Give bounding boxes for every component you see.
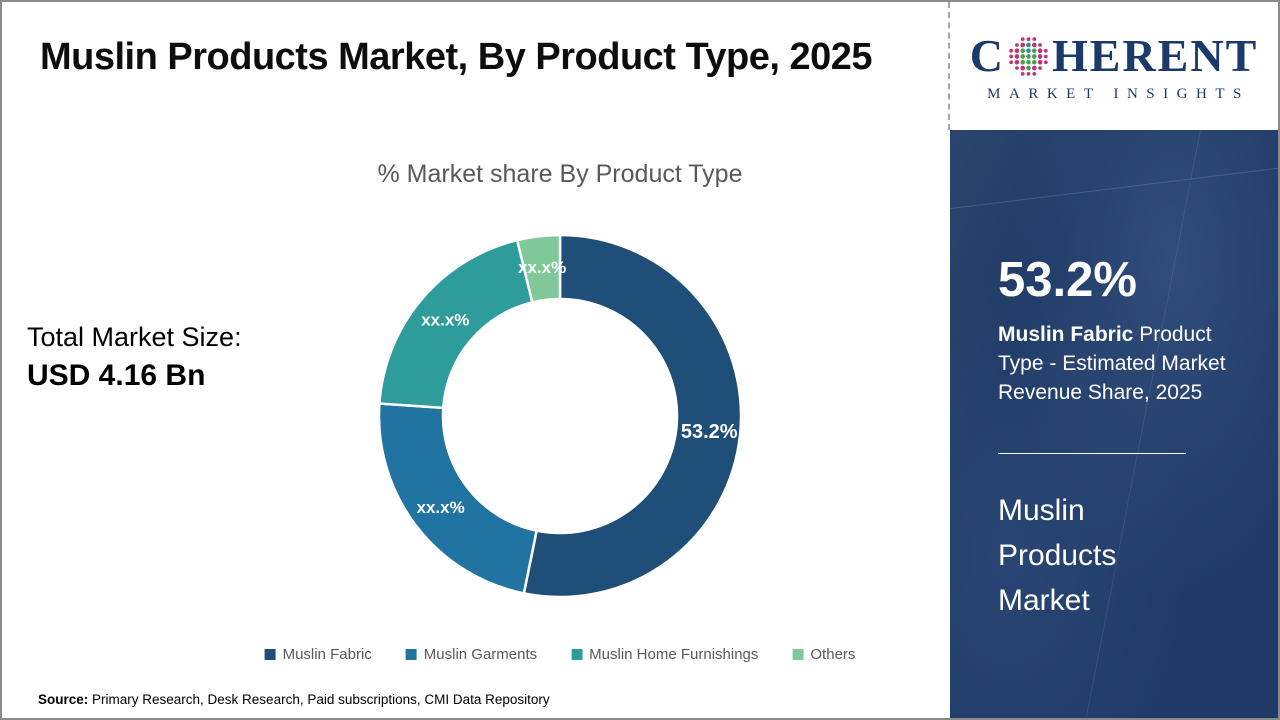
logo-text-herent: HERENT [1051,30,1259,81]
donut-chart: 53.2% xx.x% xx.x% xx.x% [377,233,743,599]
source-text: Primary Research, Desk Research, Paid su… [88,692,550,707]
legend-item-muslin-home-furnishings: Muslin Home Furnishings [571,646,758,663]
legend-label: Muslin Fabric [282,646,372,663]
page-title: Muslin Products Market, By Product Type,… [40,36,873,78]
source-note: Source: Primary Research, Desk Research,… [38,692,550,707]
legend-swatch [792,649,804,660]
donut-label: xx.x% [416,498,464,517]
legend-item-others: Others [792,646,855,663]
chart-title: % Market share By Product Type [377,160,743,188]
main-panel: Muslin Products Market, By Product Type,… [2,2,950,718]
legend-swatch [264,649,276,660]
sidebar: 53.2% Muslin Fabric Product Type - Estim… [950,130,1278,718]
legend-label: Muslin Garments [423,646,538,663]
legend-label: Muslin Home Furnishings [589,646,759,663]
donut-label: 53.2% [681,421,738,443]
total-market-size-label: Total Market Size: [27,322,242,352]
logo-subtitle: MARKET INSIGHTS [987,86,1250,102]
globe-icon [1009,36,1048,76]
map-texture-line [950,160,1278,217]
legend-label: Others [810,646,856,663]
logo: C HERENT [970,33,1259,79]
total-market-size: Total Market Size: USD 4.16 Bn [27,322,242,393]
stat-value: 53.2% [998,253,1137,307]
stat-description-bold: Muslin Fabric [998,323,1134,346]
stat-description: Muslin Fabric Product Type - Estimated M… [998,320,1242,407]
divider-line [998,453,1186,454]
legend-item-muslin-garments: Muslin Garments [405,646,538,663]
total-market-size-value: USD 4.16 Bn [27,359,206,392]
legend-swatch [571,649,583,660]
source-label: Source: [38,692,89,707]
legend-item-muslin-fabric: Muslin Fabric [264,646,372,663]
donut-segment-muslin-garments [377,402,538,595]
chart-legend: Muslin Fabric Muslin Garments Muslin Home … [264,646,855,663]
legend-swatch [405,649,417,660]
donut-label: xx.x% [518,258,566,277]
donut-segment-others [515,233,562,304]
stat-description-rest: Product Type - Estimated Market Revenue … [998,323,1226,404]
dashed-separator [948,2,950,130]
donut-segment-muslin-fabric [522,233,743,599]
donut-label: xx.x% [421,310,469,329]
logo-area: C HERENT MARKET INSIGHTS [950,2,1278,130]
sidebar-market-name: Muslin Products Market [998,494,1117,617]
logo-text-c: C [969,30,1005,81]
map-texture-line [1070,130,1212,718]
